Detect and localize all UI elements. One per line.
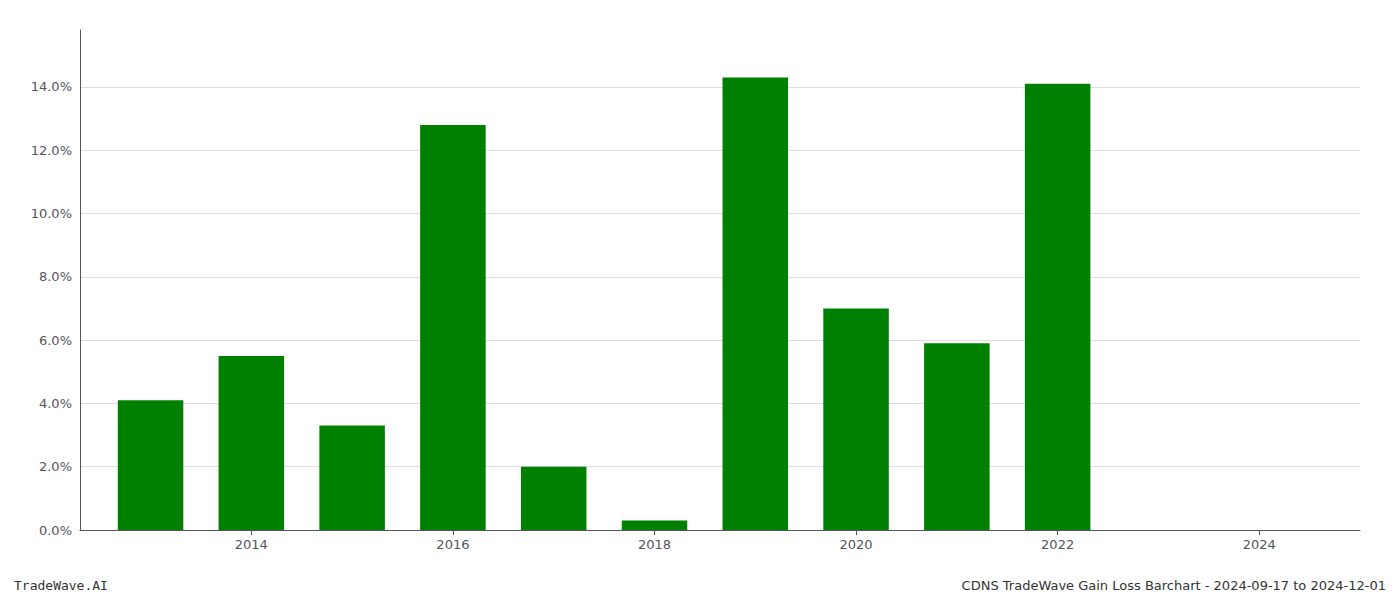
svg-text:2014: 2014 xyxy=(235,537,268,552)
svg-text:4.0%: 4.0% xyxy=(39,396,72,411)
svg-text:2018: 2018 xyxy=(638,537,671,552)
svg-text:10.0%: 10.0% xyxy=(31,206,72,221)
svg-text:12.0%: 12.0% xyxy=(31,143,72,158)
svg-text:2020: 2020 xyxy=(840,537,873,552)
svg-text:2024: 2024 xyxy=(1243,537,1276,552)
svg-text:6.0%: 6.0% xyxy=(39,333,72,348)
svg-text:2016: 2016 xyxy=(436,537,469,552)
svg-text:14.0%: 14.0% xyxy=(31,79,72,94)
svg-text:TradeWave.AI: TradeWave.AI xyxy=(14,578,108,593)
svg-text:2.0%: 2.0% xyxy=(39,459,72,474)
svg-text:8.0%: 8.0% xyxy=(39,269,72,284)
svg-text:CDNS TradeWave Gain Loss Barch: CDNS TradeWave Gain Loss Barchart - 2024… xyxy=(962,578,1386,593)
svg-text:2022: 2022 xyxy=(1041,537,1074,552)
svg-text:0.0%: 0.0% xyxy=(39,523,72,538)
